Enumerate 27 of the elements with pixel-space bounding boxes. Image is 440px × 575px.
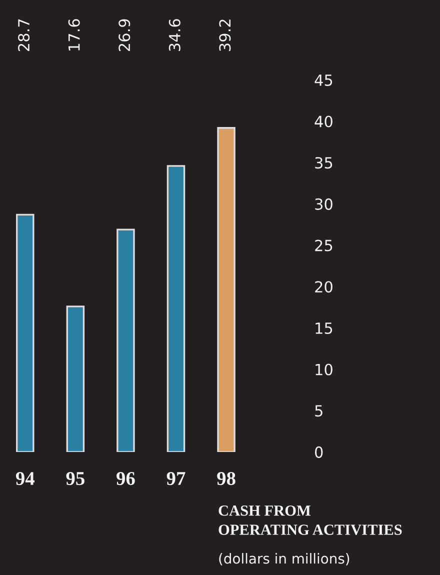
y-tick-label: 45: [314, 74, 332, 86]
y-tick-label: 10: [316, 364, 332, 376]
data-label: 34.6: [168, 19, 180, 51]
y-tick-label: 30: [315, 198, 332, 210]
bar: [166, 165, 186, 452]
y-tick-label: 40: [314, 116, 332, 128]
x-tick-label: 96: [116, 472, 135, 486]
data-label: 26.9: [118, 19, 130, 52]
x-tick-label: 94: [16, 472, 35, 486]
x-tick-label: 98: [217, 472, 236, 486]
y-tick-label: 15: [316, 322, 332, 334]
bar: [217, 127, 236, 452]
x-tick-label: 95: [66, 472, 84, 486]
data-label: 28.7: [18, 19, 30, 52]
data-label: 17.6: [68, 19, 80, 50]
bar: [116, 228, 135, 452]
data-label: 39.2: [219, 20, 231, 51]
y-tick-label: 35: [315, 157, 332, 169]
bar: [16, 214, 34, 452]
text: CASH FROM OPERATING ACTIVITIES: [218, 505, 402, 535]
bar: [66, 306, 85, 452]
y-tick-label: 0: [315, 446, 323, 458]
y-tick-label: 5: [315, 405, 322, 417]
y-tick-label: 20: [315, 281, 332, 293]
text: (dollars in millions): [219, 553, 350, 566]
x-tick-label: 97: [166, 472, 186, 486]
y-tick-label: 25: [315, 240, 332, 252]
